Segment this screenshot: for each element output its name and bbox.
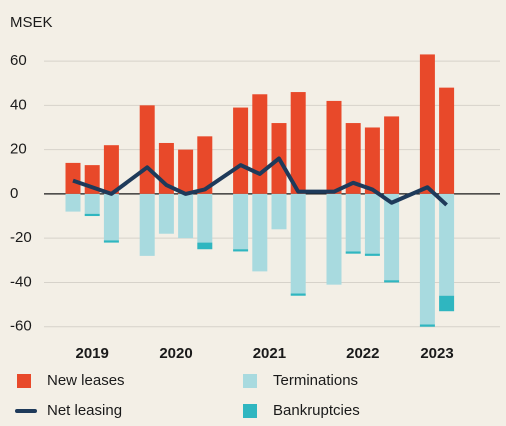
y-tick-label: -40 [10,273,32,290]
bar [178,193,194,239]
legend-label: Bankruptcies [273,402,360,419]
bar [326,193,342,285]
bar [419,193,435,325]
bar [65,162,81,194]
bar [139,193,155,256]
bar [384,280,400,283]
y-tick-label: 20 [10,141,27,158]
bar [233,193,249,250]
line [72,156,448,207]
bar [439,193,455,296]
bar [178,149,194,194]
bar [290,193,306,294]
legend-label: Terminations [273,372,358,389]
legend-label: New leases [47,372,125,389]
bar [271,193,287,230]
legend-label: Net leasing [47,402,122,419]
bar [103,240,119,243]
bar [103,145,119,194]
bar [103,193,119,241]
bar [290,293,306,296]
bar [419,54,435,194]
bar [384,193,400,281]
bar [65,193,81,212]
bar [364,127,380,194]
y-tick-label: -60 [10,318,32,335]
legend-swatch [243,404,257,418]
bar [84,193,100,214]
bar [384,116,400,194]
bar [139,105,155,194]
x-group-label: 2023 [420,345,453,362]
bar [84,213,100,217]
bar [345,193,361,252]
bar [326,100,342,194]
y-tick-label: -20 [10,229,32,246]
legend-swatch [243,374,257,388]
x-group-label: 2022 [346,345,379,362]
bar [345,123,361,194]
bar [197,242,213,250]
bar [439,87,455,194]
bar [345,251,361,254]
y-unit: MSEK [10,14,53,31]
bar [252,193,268,272]
bar [439,295,455,312]
bar [364,253,380,256]
x-group-label: 2019 [76,345,109,362]
x-group-label: 2020 [159,345,192,362]
bar [290,92,306,194]
y-tick-label: 40 [10,96,27,113]
bar [252,94,268,194]
bar [158,193,174,234]
bar [197,136,213,194]
y-tick-label: 0 [10,185,18,202]
x-group-label: 2021 [253,345,286,362]
y-tick-label: 60 [10,52,27,69]
bar [197,193,213,243]
legend-swatch [17,374,31,388]
bar [419,324,435,327]
bar [364,193,380,254]
bar [233,249,249,252]
bar [233,107,249,194]
